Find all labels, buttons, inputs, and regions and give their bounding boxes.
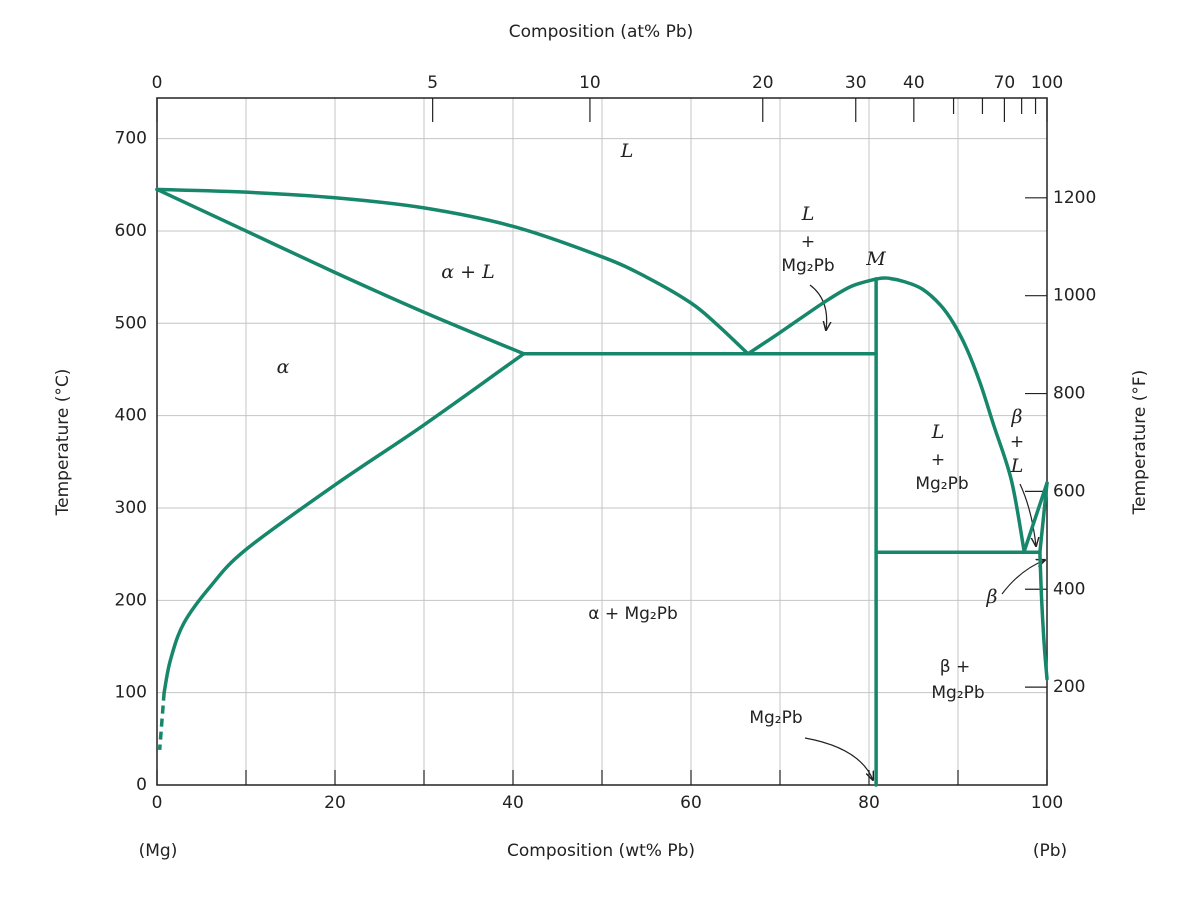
arrow <box>804 737 873 780</box>
x-tick-label: 60 <box>680 793 702 813</box>
y2-tick-label: 1200 <box>1053 188 1096 208</box>
region-label: Mg₂Pb <box>781 256 834 276</box>
x-tick-label: 40 <box>502 793 524 813</box>
phase-boundary <box>155 187 750 356</box>
region-label: L <box>620 140 634 162</box>
y2-tick-label: 400 <box>1053 579 1085 599</box>
x-tick-label: 100 <box>1031 793 1063 813</box>
y-tick-label: 0 <box>136 775 147 795</box>
region-label: β <box>1011 406 1023 428</box>
y-tick-label: 200 <box>115 590 147 610</box>
phase-boundary <box>1038 550 1049 681</box>
phase-boundary <box>1038 481 1049 555</box>
x2-tick-label: 10 <box>579 73 601 93</box>
region-label: Mg₂Pb <box>749 708 802 728</box>
x2-tick-label: 40 <box>903 73 925 93</box>
arrow <box>1019 483 1036 546</box>
phase-boundary <box>162 352 526 695</box>
y-axis-title: Temperature (°C) <box>53 369 73 517</box>
x2-tick-label: 5 <box>427 73 438 93</box>
y-tick-label: 100 <box>115 683 147 703</box>
y-tick-label: 600 <box>115 221 147 241</box>
region-label: L <box>1010 455 1024 477</box>
end-label: (Mg) <box>139 841 178 861</box>
end-label: (Pb) <box>1033 841 1067 861</box>
x-tick-label: 0 <box>152 793 163 813</box>
y-tick-label: 300 <box>115 498 147 518</box>
region-label: L <box>801 203 815 225</box>
x2-tick-label: 30 <box>845 73 867 93</box>
region-label: α + Mg₂Pb <box>588 604 678 624</box>
region-label: Mg₂Pb <box>915 474 968 494</box>
phase-boundary <box>157 692 166 751</box>
y-tick-label: 700 <box>115 129 147 149</box>
x2-tick-label: 100 <box>1031 73 1063 93</box>
y-tick-label: 500 <box>115 313 147 333</box>
phase-boundary <box>746 277 878 356</box>
region-label: α + L <box>441 261 494 283</box>
x2-tick-label: 0 <box>152 73 163 93</box>
y2-tick-label: 600 <box>1053 481 1085 501</box>
region-label: β + <box>940 657 971 677</box>
phase-boundary <box>874 276 1026 552</box>
region-label: α <box>277 356 290 378</box>
region-label: Mg₂Pb <box>931 683 984 703</box>
x-tick-label: 80 <box>858 793 880 813</box>
y2-tick-label: 200 <box>1053 677 1085 697</box>
region-label: L <box>931 421 945 443</box>
region-label: + <box>801 232 815 252</box>
y2-tick-label: 1000 <box>1053 286 1096 306</box>
y-tick-label: 400 <box>115 406 147 426</box>
y2-axis-title: Temperature (°F) <box>1130 370 1150 516</box>
region-label: + <box>1010 432 1024 452</box>
x2-axis-title: Composition (at% Pb) <box>509 22 694 42</box>
x-tick-label: 20 <box>324 793 346 813</box>
region-label: β <box>986 586 998 608</box>
y2-tick-label: 800 <box>1053 384 1085 404</box>
phase-boundary <box>155 187 526 356</box>
x2-tick-label: 20 <box>752 73 774 93</box>
x-axis-title: Composition (wt% Pb) <box>507 841 695 861</box>
grid <box>156 98 1048 786</box>
region-label: + <box>931 450 945 470</box>
region-label: M <box>865 248 886 270</box>
x2-tick-label: 70 <box>994 73 1016 93</box>
